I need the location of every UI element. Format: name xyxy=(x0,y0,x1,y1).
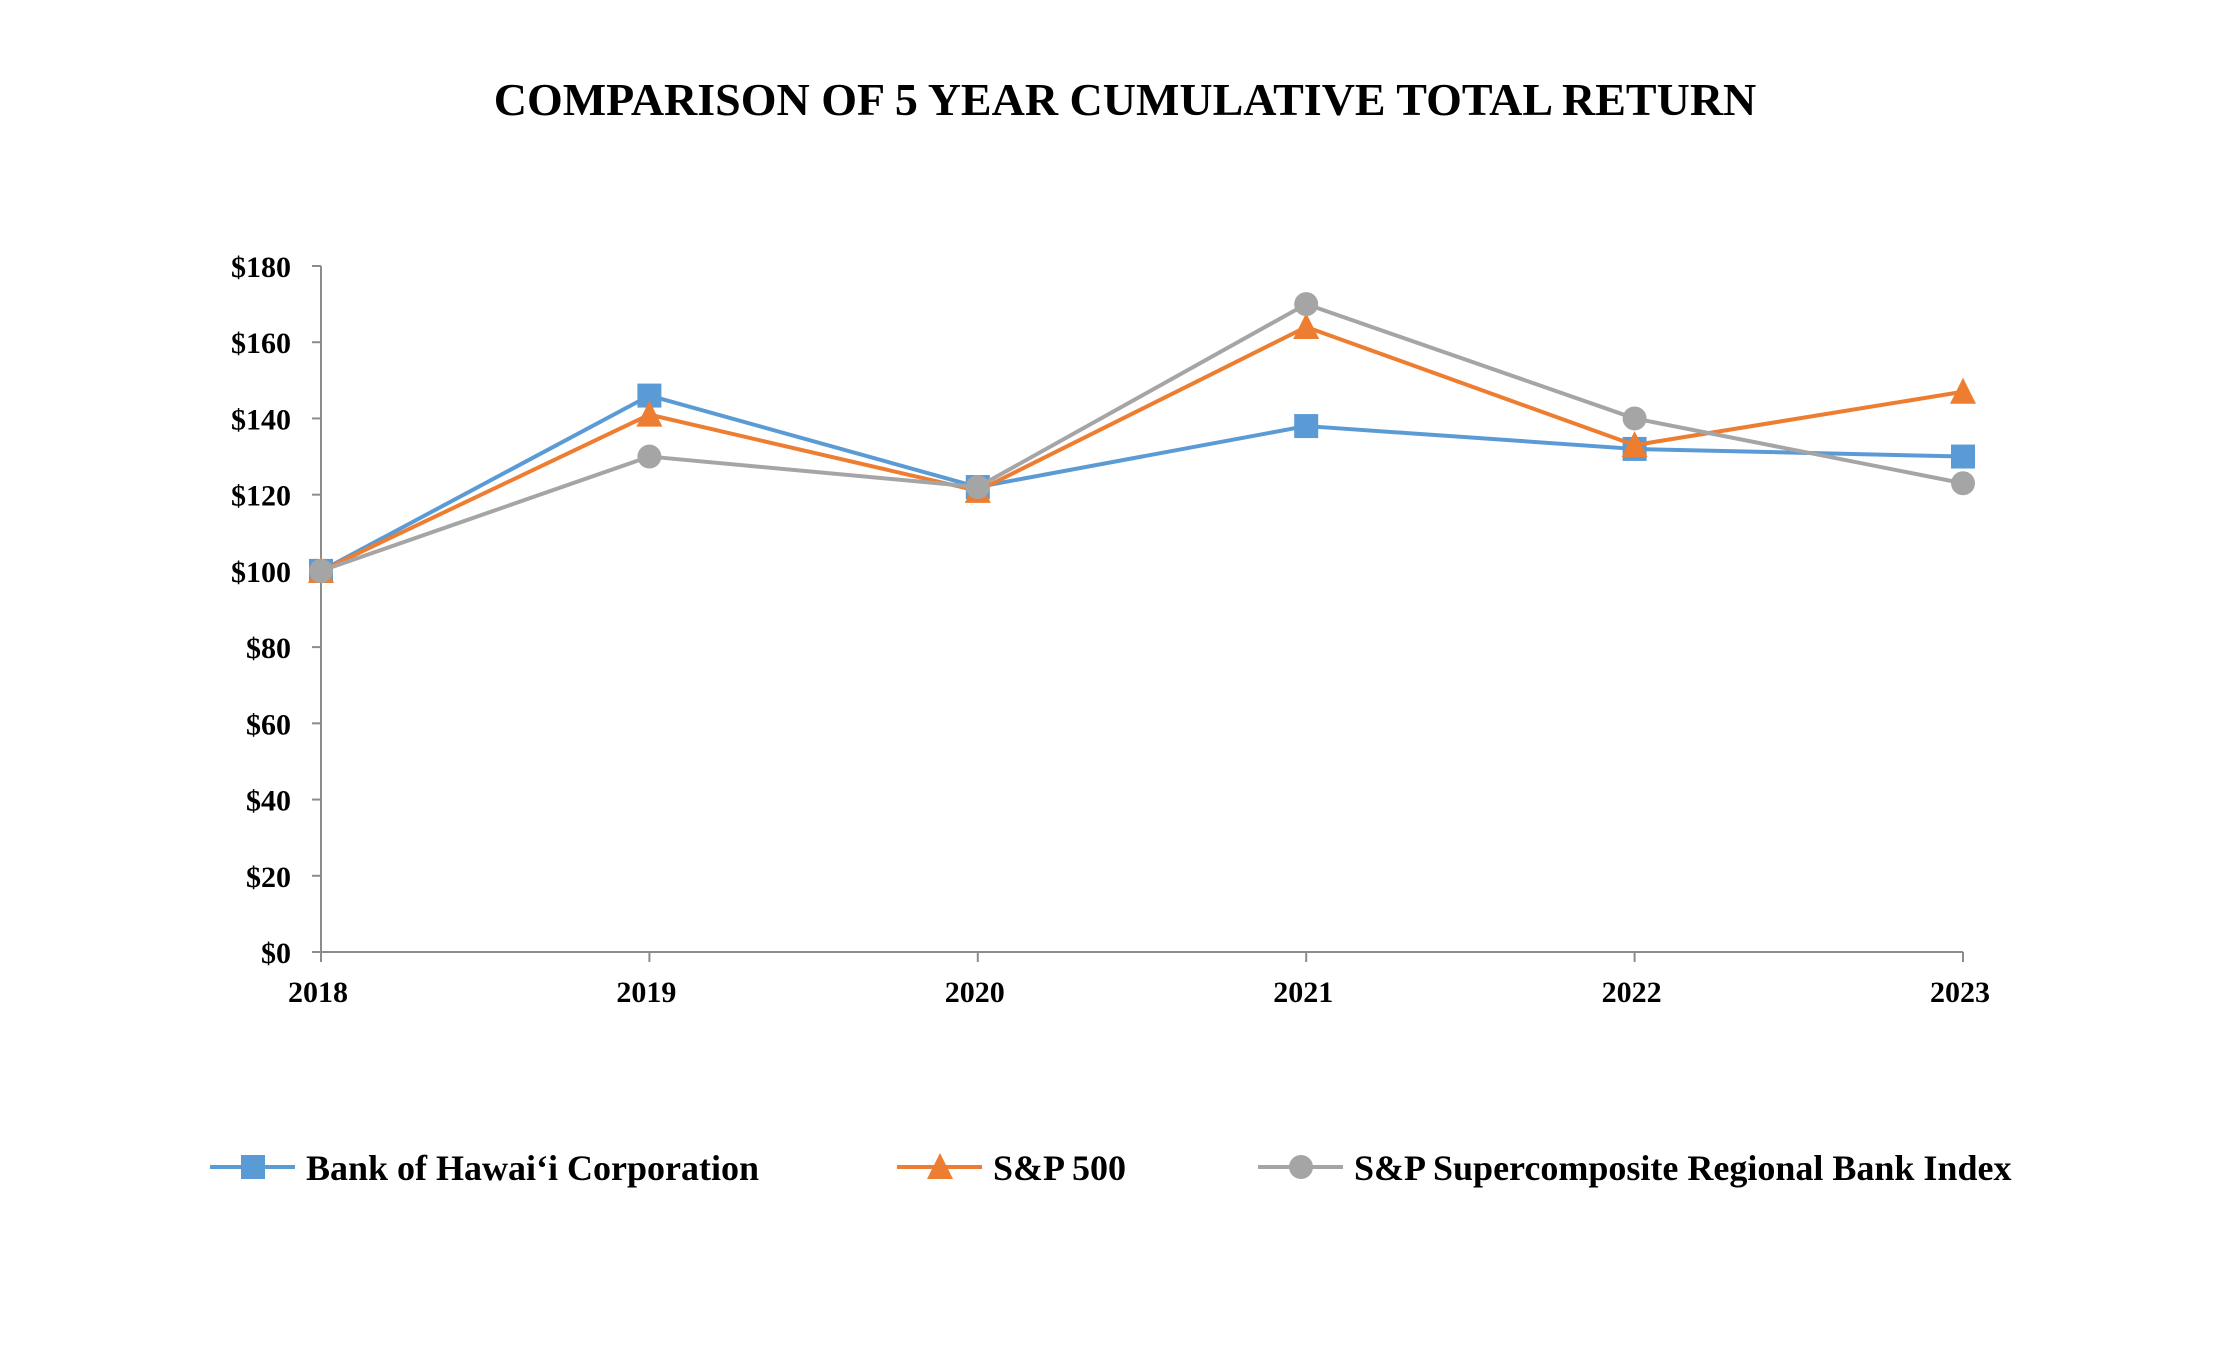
legend-item: S&P 500 xyxy=(897,1148,1126,1188)
legend-label: Bank of Hawai‘i Corporation xyxy=(306,1148,759,1188)
legend-marker-triangle xyxy=(927,1153,953,1179)
data-point-square xyxy=(1294,414,1319,439)
y-tick-label: $180 xyxy=(231,251,291,284)
data-point-square xyxy=(1951,444,1975,469)
x-tick-label: 2020 xyxy=(945,976,1005,1009)
y-tick-label: $100 xyxy=(231,556,291,589)
legend-marker-square xyxy=(241,1155,265,1179)
y-tick-label: $160 xyxy=(231,327,291,360)
y-tick-label: $80 xyxy=(246,632,291,665)
series-line xyxy=(320,393,1964,573)
series-triangle xyxy=(308,312,1976,583)
legend-item: Bank of Hawai‘i Corporation xyxy=(210,1148,759,1188)
y-tick-label: $120 xyxy=(231,480,291,513)
legend-item: S&P Supercomposite Regional Bank Index xyxy=(1258,1148,2011,1188)
legend-marker-circle xyxy=(1289,1155,1313,1179)
series-square xyxy=(309,383,1975,583)
data-point-circle xyxy=(637,444,662,469)
series-circle xyxy=(309,292,1975,583)
legend-label: S&P 500 xyxy=(993,1148,1126,1188)
chart-title: COMPARISON OF 5 YEAR CUMULATIVE TOTAL RE… xyxy=(494,74,1757,125)
data-point-triangle xyxy=(636,400,663,427)
data-point-circle xyxy=(1951,471,1975,496)
axes: $0 $20 $40 $60 $80 $100 $120 $140 $160 $180 2018 20… xyxy=(231,251,1990,1009)
x-tick-label: 2023 xyxy=(1930,976,1990,1009)
x-tick-label: 2019 xyxy=(616,976,676,1009)
y-tick-label: $60 xyxy=(246,708,291,741)
x-tick-label: 2018 xyxy=(288,976,348,1009)
data-point-circle xyxy=(1294,292,1319,317)
series-layer xyxy=(308,292,1976,583)
data-point-triangle xyxy=(1293,312,1320,339)
data-point-triangle xyxy=(1621,431,1648,458)
data-point-circle xyxy=(965,475,990,500)
data-point-circle xyxy=(1622,406,1647,431)
y-tick-label: $20 xyxy=(246,861,291,894)
series-line xyxy=(320,324,1964,573)
x-tick-label: 2021 xyxy=(1273,976,1333,1009)
series-line xyxy=(320,302,1964,573)
y-tick-label: $0 xyxy=(261,937,291,970)
y-tick-label: $40 xyxy=(246,785,291,818)
x-tick-label: 2022 xyxy=(1602,976,1662,1009)
legend: Bank of Hawai‘i Corporation S&P 500 S&P Su… xyxy=(210,1148,2011,1188)
y-tick-label: $140 xyxy=(231,403,291,436)
data-point-triangle xyxy=(1950,377,1976,404)
data-point-circle xyxy=(309,558,333,583)
legend-label: S&P Supercomposite Regional Bank Index xyxy=(1354,1148,2011,1188)
